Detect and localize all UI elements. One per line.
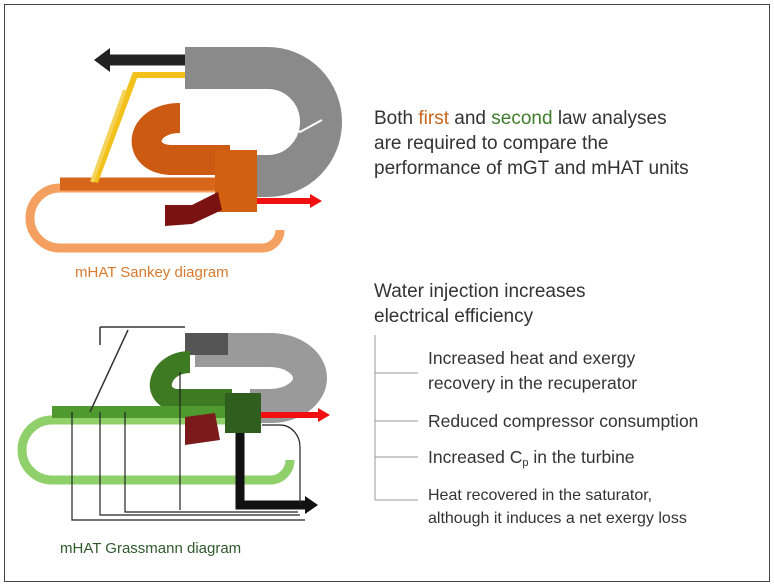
- effect-line: Heat recovered in the saturator,: [428, 487, 653, 504]
- light-green-loop: [17, 415, 295, 485]
- orange-loop: [131, 103, 230, 175]
- text: Both: [374, 108, 414, 129]
- light-orange-loop: [25, 183, 285, 253]
- red-arrowhead: [318, 408, 330, 422]
- statement-line: are required to compare the: [374, 133, 609, 154]
- dark-red-flow: [185, 413, 220, 445]
- red-arrowhead: [310, 194, 322, 208]
- sankey-diagram: [25, 47, 342, 253]
- thin-top-flows: [89, 326, 185, 413]
- black-arrowhead: [94, 48, 110, 72]
- gray-flow: [195, 333, 327, 423]
- yellow-flow: [92, 72, 185, 184]
- frame: [4, 4, 770, 582]
- thin-flows: [71, 372, 305, 521]
- gray-flow: [185, 47, 342, 197]
- text: and: [454, 108, 486, 129]
- dark-red-flow: [165, 192, 222, 226]
- heading-line: electrical efficiency: [374, 306, 534, 327]
- subscript: p: [522, 457, 529, 469]
- black-flow: [235, 433, 305, 510]
- text: law analyses: [557, 108, 667, 129]
- yellow-flow-2: [90, 89, 127, 183]
- orange-node: [215, 150, 257, 212]
- green-loop: [149, 351, 232, 411]
- caption: mHAT Sankey diagram: [75, 264, 229, 281]
- text: Increased C: [428, 447, 523, 467]
- statement-line: Both first and second law analyses: [374, 107, 667, 131]
- gray-arrow: [267, 119, 323, 146]
- statement-line: performance of mGT and mHAT units: [374, 158, 689, 179]
- highlight: first: [418, 108, 449, 129]
- text: in the turbine: [533, 447, 635, 467]
- caption: mHAT Grassmann diagram: [60, 540, 242, 557]
- effect-line: Increased heat and exergy: [428, 348, 636, 368]
- effect-line: Increased Cp in the turbine: [428, 445, 635, 475]
- grassmann-diagram: [17, 326, 330, 521]
- heading-line: Water injection increases: [374, 281, 586, 302]
- effect-line: although it induces a net exergy loss: [428, 510, 687, 527]
- effect-line: Reduced compressor consumption: [428, 411, 699, 431]
- black-arrowhead: [305, 496, 318, 514]
- highlight: second: [491, 108, 553, 129]
- bracket: [374, 335, 418, 501]
- effect-line: recovery in the recuperator: [428, 373, 638, 393]
- dark-green-node: [225, 393, 261, 433]
